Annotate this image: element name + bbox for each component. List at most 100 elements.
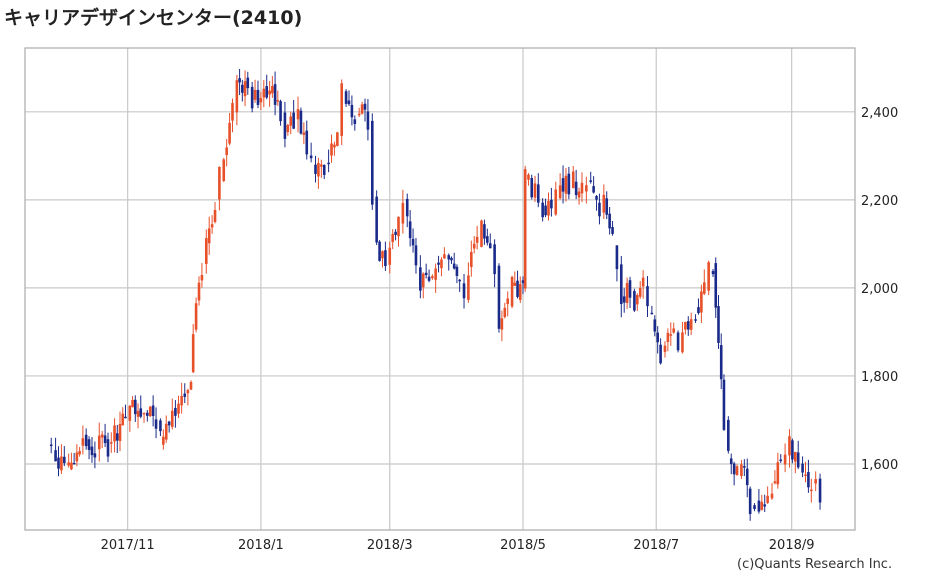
candle-body [672,328,676,333]
candle-body [530,177,534,198]
candle-body [87,439,91,450]
candle-body [684,321,687,330]
candle-body [148,406,152,417]
y-tick-label: 2,400 [861,106,898,121]
candle-body [486,236,489,243]
candle-body [411,238,415,246]
candle-body [49,444,53,447]
candle-body [384,250,387,266]
candle-body [653,319,657,332]
candle-body [250,86,254,109]
candle-body [222,159,226,181]
candle-body [363,103,367,110]
candle-body [470,252,473,268]
candlesticks [49,68,822,521]
candle-body [740,464,743,477]
candle-body [493,244,496,275]
candle-body [447,255,451,260]
x-tick-label: 2018/1 [238,538,284,553]
candle-body [268,90,271,95]
candle-body [689,319,693,330]
candle-body [207,228,211,244]
candle-body [262,88,266,98]
candle-body [580,182,584,194]
candle-body [611,227,614,234]
candle-body [443,254,446,259]
candle-body [397,216,400,237]
candle-body [81,438,85,446]
candle-body [394,231,397,235]
candle-body [241,84,244,93]
y-tick-label: 2,000 [861,282,898,297]
candle-body [615,245,619,270]
candle-body [707,262,710,291]
candle-body [605,198,609,215]
plot-frame [24,47,856,531]
candle-body [475,236,479,243]
candle-body [598,202,601,217]
candle-body [518,284,522,300]
candle-body [75,452,79,462]
candle-body [550,199,553,209]
y-tick-label: 1,600 [861,458,898,473]
candle-body [305,130,309,155]
candle-body [810,489,813,492]
candle-body [256,89,260,105]
candle-body [177,403,180,414]
candle-body [483,224,486,239]
candle-body [63,456,66,464]
candle-body [154,419,158,429]
candle-body [804,474,807,476]
candle-body [625,283,629,303]
candle-body [467,275,470,300]
candle-body [151,405,155,417]
candle-body [370,120,374,205]
candle-body [134,399,137,415]
candle-body [109,442,113,444]
candle-body [401,202,405,224]
candle-body [235,80,239,113]
candle-body [801,463,804,473]
candle-body [659,344,662,364]
candle-body [748,488,752,515]
candle-body [732,463,736,475]
candle-body [128,405,132,421]
candle-body [735,466,739,475]
candle-body [67,462,70,466]
candle-body [554,189,558,215]
candle-body [60,456,63,471]
candle-body [462,283,466,299]
candle-body [595,196,598,200]
candle-body [78,451,81,455]
candle-body [218,166,221,200]
candle-body [84,434,88,447]
candle-body [500,318,504,330]
candle-body [200,274,204,281]
candle-body [711,271,715,275]
candle-body [213,209,217,223]
candle-body [638,287,642,297]
candle-body [164,423,168,440]
candle-body [121,413,125,426]
candle-body [194,303,198,330]
candle-body [106,439,110,457]
candle-body [666,332,670,343]
candle-body [322,164,326,175]
candle-body [796,452,800,468]
candle-body [757,500,761,512]
candle-body [189,382,193,390]
candle-body [793,451,797,462]
candle-body [567,173,571,195]
candle-body [317,162,320,177]
candle-body [265,86,269,98]
candle-body [103,435,107,444]
candle-body [536,184,540,203]
candle-body [717,306,720,343]
candle-body [773,481,777,484]
y-axis-labels: 1,600 1,800 2,000 2,200 2,400 [861,106,898,473]
candle-body [408,221,412,239]
candle-body [375,196,378,243]
candle-body [167,421,171,426]
candle-body [124,416,127,419]
candle-body [340,83,344,136]
